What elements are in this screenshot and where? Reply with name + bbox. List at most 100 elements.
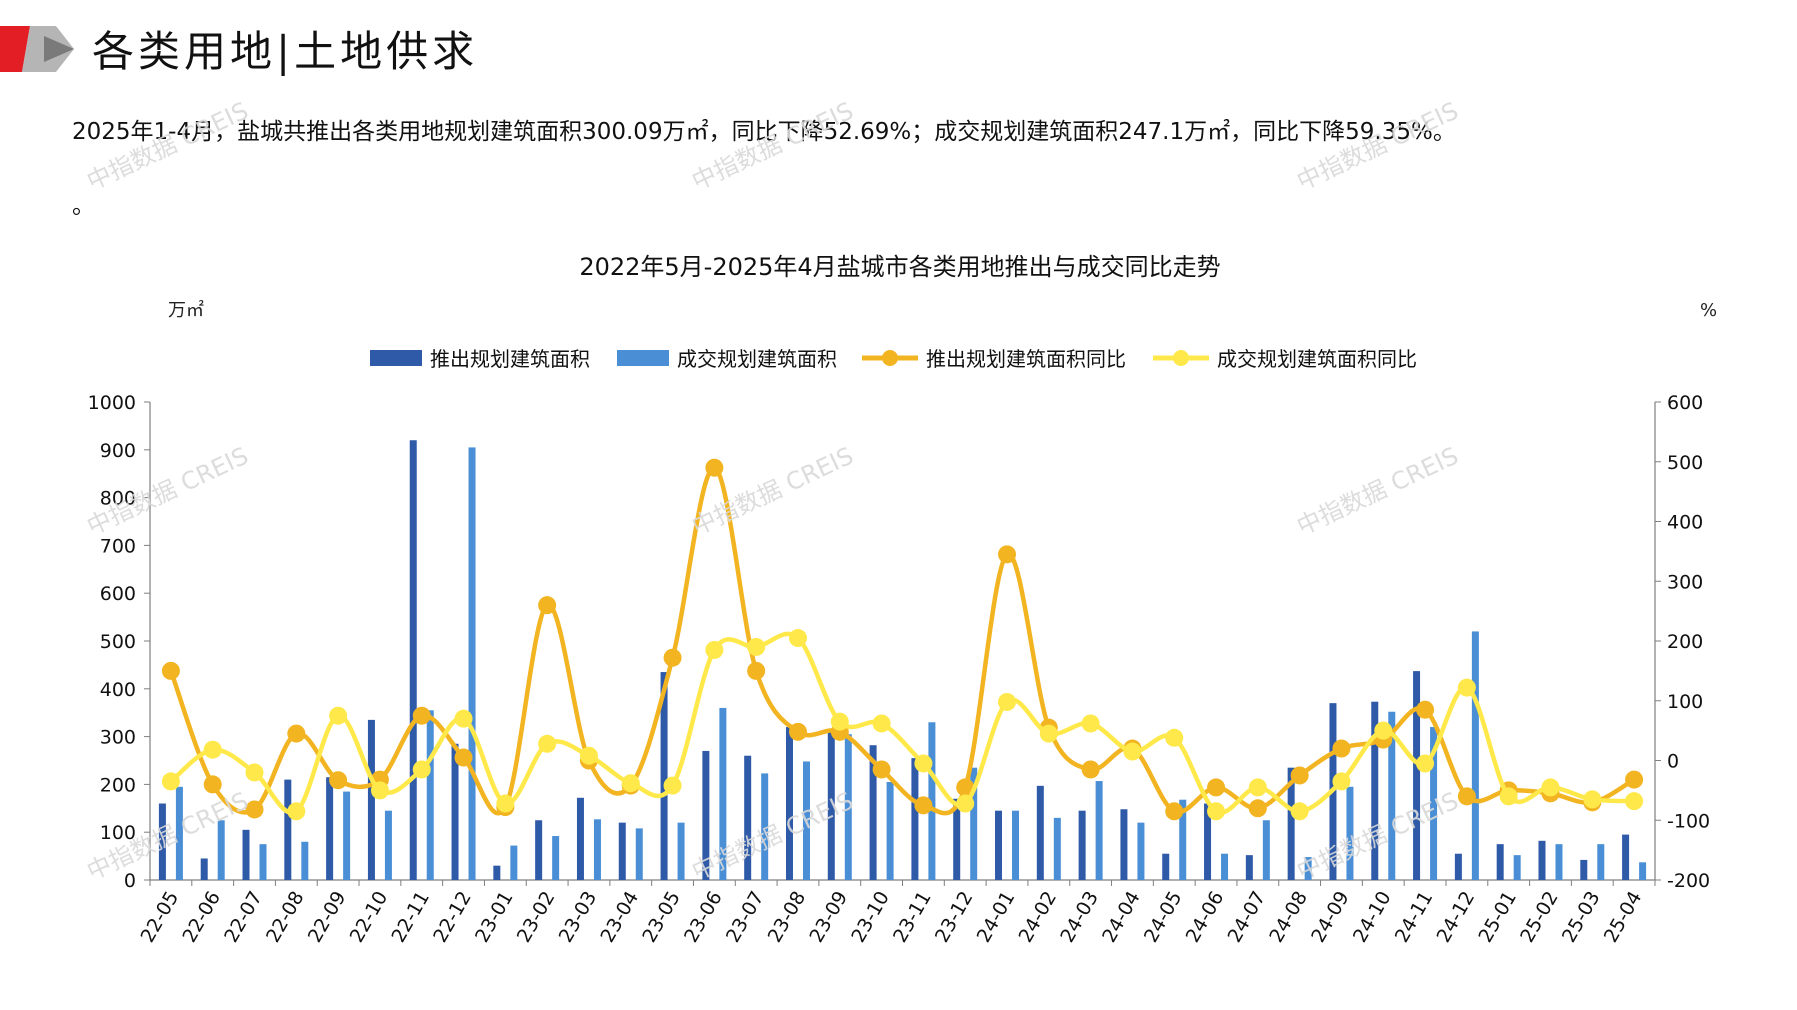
summary-text: 2025年1-4月，盐城共推出各类用地规划建筑面积300.09万㎡，同比下降52… bbox=[72, 119, 1456, 145]
deal-yoy-point bbox=[663, 776, 682, 795]
page-title: 各类用地|土地供求 bbox=[92, 27, 479, 76]
deal-yoy-point bbox=[287, 802, 306, 821]
deal-bar bbox=[259, 844, 267, 880]
supply-bar bbox=[1580, 859, 1588, 880]
supply-bar bbox=[1036, 785, 1044, 880]
supply-bar bbox=[242, 829, 250, 880]
deal-bar bbox=[1262, 820, 1270, 880]
x-tick-label: 23-12 bbox=[931, 887, 978, 946]
supply-bar bbox=[1413, 671, 1421, 880]
deal-bar bbox=[1346, 786, 1354, 880]
supply-bar bbox=[326, 777, 334, 880]
x-tick-label: 24-01 bbox=[973, 888, 1020, 947]
x-tick-label: 24-04 bbox=[1098, 888, 1145, 947]
summary-tail: 。 bbox=[72, 193, 95, 219]
supply-bar bbox=[493, 865, 501, 880]
deal-bar bbox=[1179, 799, 1187, 880]
deal-bar bbox=[1639, 862, 1647, 880]
x-tick-label: 24-06 bbox=[1182, 888, 1229, 947]
deal-yoy-point bbox=[1123, 742, 1142, 761]
supply-yoy-point bbox=[998, 545, 1017, 564]
x-tick-label: 24-07 bbox=[1224, 888, 1271, 947]
supply-bar bbox=[409, 440, 417, 880]
plot-area: 01002003004005006007008009001000-200-100… bbox=[88, 392, 1710, 946]
x-tick-label: 25-02 bbox=[1516, 888, 1563, 947]
left-tick-label: 100 bbox=[100, 822, 136, 844]
x-tick-label: 23-04 bbox=[596, 888, 643, 947]
x-tick-label: 23-03 bbox=[555, 888, 602, 947]
left-tick-label: 500 bbox=[100, 631, 136, 653]
deal-yoy-point bbox=[203, 740, 222, 759]
x-tick-label: 22-12 bbox=[429, 888, 476, 947]
supply-bar bbox=[660, 672, 668, 880]
deal-yoy-point bbox=[1416, 754, 1435, 773]
supply-yoy-point bbox=[1248, 799, 1267, 818]
supply-yoy-point bbox=[287, 724, 306, 743]
right-tick-label: 0 bbox=[1667, 751, 1679, 773]
chart-title: 2022年5月-2025年4月盐城市各类用地推出与成交同比走势 bbox=[579, 253, 1220, 281]
supply-yoy-point bbox=[1165, 802, 1184, 821]
right-tick-label: -100 bbox=[1667, 810, 1710, 832]
deal-bar bbox=[217, 820, 225, 880]
deal-yoy-point bbox=[1081, 714, 1100, 733]
deal-yoy-point bbox=[1248, 778, 1267, 797]
brand-logo bbox=[0, 26, 74, 72]
supply-bar bbox=[451, 743, 459, 880]
supply-yoy-point bbox=[1416, 700, 1435, 719]
x-tick-label: 24-02 bbox=[1014, 888, 1061, 947]
deal-bar bbox=[1430, 727, 1438, 880]
legend-swatch-marker bbox=[1173, 350, 1189, 366]
right-tick-label: -200 bbox=[1667, 870, 1710, 892]
x-tick-label: 22-05 bbox=[137, 888, 184, 947]
deal-bar bbox=[970, 767, 978, 880]
supply-yoy-point bbox=[1290, 766, 1309, 785]
left-tick-label: 600 bbox=[100, 583, 136, 605]
deal-bar bbox=[1555, 844, 1563, 880]
deal-yoy-point bbox=[872, 714, 891, 733]
x-tick-label: 25-01 bbox=[1474, 888, 1521, 947]
right-axis-unit: % bbox=[1700, 300, 1717, 321]
supply-yoy-point bbox=[872, 760, 891, 779]
legend-label: 成交规划建筑面积同比 bbox=[1217, 347, 1417, 371]
deal-bar bbox=[301, 841, 309, 880]
x-tick-label: 22-11 bbox=[387, 888, 434, 947]
supply-yoy-point bbox=[203, 775, 222, 794]
left-axis-unit: 万㎡ bbox=[168, 299, 204, 321]
supply-bar bbox=[744, 755, 752, 880]
left-tick-label: 400 bbox=[100, 679, 136, 701]
supply-bar bbox=[827, 729, 835, 880]
deal-yoy-point bbox=[788, 629, 807, 648]
supply-bar bbox=[535, 820, 543, 880]
deal-bar bbox=[343, 791, 351, 880]
legend-swatch-bar bbox=[370, 350, 422, 366]
deal-bar bbox=[1053, 817, 1061, 880]
deal-yoy-point bbox=[1290, 802, 1309, 821]
supply-bar bbox=[953, 798, 961, 880]
right-tick-label: 200 bbox=[1667, 631, 1703, 653]
supply-yoy-point bbox=[663, 648, 682, 667]
deal-yoy-point bbox=[1374, 721, 1393, 740]
deal-yoy-point bbox=[1541, 778, 1560, 797]
left-tick-label: 200 bbox=[100, 774, 136, 796]
deal-yoy-point bbox=[496, 794, 515, 813]
supply-bar bbox=[200, 858, 208, 880]
deal-yoy-point bbox=[705, 640, 724, 659]
right-tick-label: 500 bbox=[1667, 452, 1703, 474]
deal-bar bbox=[552, 836, 560, 880]
deal-yoy-point bbox=[538, 734, 557, 753]
deal-yoy-point bbox=[747, 637, 766, 656]
supply-yoy-point bbox=[161, 661, 180, 680]
deal-bar bbox=[510, 845, 518, 880]
supply-bar bbox=[1287, 767, 1295, 880]
supply-yoy-point bbox=[747, 661, 766, 680]
supply-bar bbox=[1078, 810, 1086, 880]
right-tick-label: 400 bbox=[1667, 512, 1703, 534]
x-tick-label: 24-03 bbox=[1056, 888, 1103, 947]
deal-yoy-point bbox=[329, 706, 348, 725]
x-tick-label: 23-02 bbox=[513, 888, 560, 947]
deal-bar bbox=[844, 734, 852, 880]
x-tick-label: 24-09 bbox=[1307, 888, 1354, 947]
supply-yoy-point bbox=[454, 748, 473, 767]
x-tick-label: 24-05 bbox=[1140, 888, 1187, 947]
right-tick-label: 100 bbox=[1667, 691, 1703, 713]
